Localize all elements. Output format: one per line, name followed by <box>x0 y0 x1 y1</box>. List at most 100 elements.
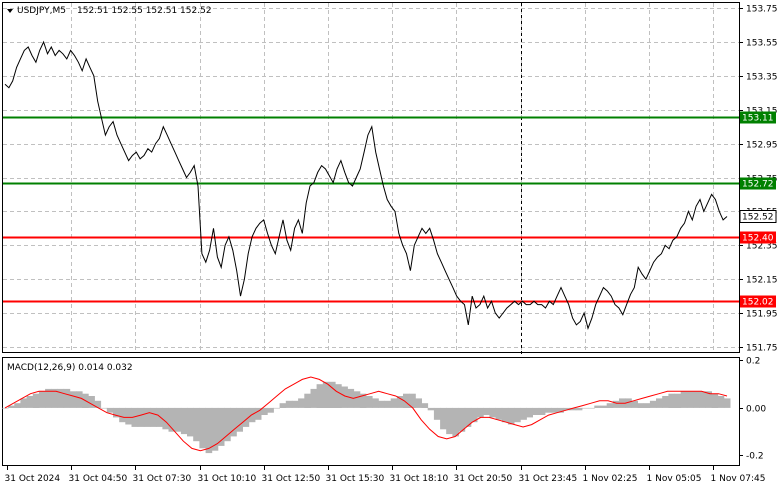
macd-histogram-bar <box>193 407 200 442</box>
macd-histogram-bar <box>631 400 638 408</box>
macd-histogram-bar <box>199 407 206 449</box>
level-tag-label: 152.02 <box>742 298 774 308</box>
macd-histogram-bar <box>162 407 169 430</box>
macd-histogram-bar <box>329 381 336 408</box>
macd-histogram-bar <box>637 403 645 408</box>
macd-histogram-bar <box>563 407 571 411</box>
macd-histogram-bar <box>254 407 262 420</box>
macd-histogram-bar <box>347 388 355 408</box>
macd-histogram-bar <box>421 403 429 408</box>
macd-histogram-bar <box>514 407 521 423</box>
macd-histogram-bar <box>180 407 188 435</box>
macd-histogram-bar <box>723 398 731 408</box>
macd-histogram-bar <box>507 407 515 425</box>
macd-histogram-bar <box>588 407 595 409</box>
macd-histogram-bar <box>643 403 651 408</box>
level-tag-bg <box>740 177 776 190</box>
level-tag-label: 153.11 <box>742 114 774 124</box>
macd-histogram-bar <box>366 396 373 408</box>
price-line <box>4 40 728 330</box>
macd-tick-label: 0.2 <box>746 357 760 367</box>
macd-histogram-bar <box>582 407 589 409</box>
level-tag-label: 152.40 <box>742 234 774 244</box>
macd-histogram-bar <box>575 407 583 411</box>
time-tick-label: 31 Oct 23:45 <box>519 474 578 484</box>
price-grid <box>3 8 739 348</box>
level-tag-bg <box>740 111 776 124</box>
macd-histogram-bar <box>143 407 151 427</box>
macd-histogram-bar <box>477 407 484 418</box>
macd-histogram-bar <box>304 393 311 408</box>
level-tags: 153.11 152.72 152.40 152.02 <box>740 111 776 308</box>
triangle-down-icon[interactable] <box>7 9 13 13</box>
macd-histogram-bar <box>119 407 126 423</box>
macd-histogram-bar <box>106 407 114 413</box>
macd-histogram-bar <box>14 403 21 408</box>
price-panel[interactable] <box>2 2 740 353</box>
macd-histogram-bar <box>674 393 682 408</box>
macd-histogram-bar <box>446 407 453 435</box>
macd-histogram-bar <box>322 381 330 408</box>
macd-tick-label: 0.00 <box>746 405 766 415</box>
price-tick-label: 151.75 <box>746 344 778 354</box>
macd-signal-line <box>4 376 728 452</box>
chart-header: USDJPY,M5 152.51 152.55 152.51 152.52 <box>7 6 212 16</box>
time-tick-label: 31 Oct 04:50 <box>69 474 128 484</box>
symbol-label: USDJPY,M5 <box>17 6 66 16</box>
level-tag-bg <box>740 295 776 308</box>
macd-histogram-bar <box>390 398 398 408</box>
macd-axis: 0.2 0.00 -0.2 <box>739 357 766 462</box>
macd-histogram-bar <box>76 391 83 408</box>
macd-histogram-bar <box>285 400 293 408</box>
macd-histogram-bar <box>51 388 58 408</box>
macd-histogram-bar <box>236 407 243 432</box>
macd-histogram-bar <box>427 407 435 411</box>
time-tick-label: 31 Oct 07:30 <box>133 474 192 484</box>
time-tick-label: 31 Oct 15:30 <box>326 474 385 484</box>
time-tick-label: 31 Oct 2024 <box>5 474 61 484</box>
time-tick-label: 1 Nov 07:45 <box>711 474 766 484</box>
macd-histogram-bar <box>267 407 274 413</box>
macd-histogram-bar <box>489 407 496 418</box>
macd-histogram-bar <box>551 407 558 413</box>
price-tick-label: 151.95 <box>746 310 778 320</box>
macd-histogram-bar <box>606 403 614 408</box>
macd-histogram-bar <box>612 400 620 408</box>
macd-histogram-bar <box>63 388 71 408</box>
macd-histogram-bar <box>415 398 422 408</box>
macd-histogram-bar <box>384 400 392 408</box>
macd-histogram-bar <box>298 398 305 408</box>
macd-histogram-bar <box>649 400 657 408</box>
macd-histogram-bar <box>205 407 213 454</box>
macd-histogram-bar <box>174 407 182 432</box>
time-tick-label: 31 Oct 10:10 <box>198 474 257 484</box>
macd-histogram-bar <box>717 396 725 408</box>
price-tick-label: 152.15 <box>746 276 778 286</box>
macd-histogram-bar <box>372 398 379 408</box>
macd-tick-label: -0.2 <box>746 452 764 462</box>
macd-histogram-bar <box>353 391 361 408</box>
macd-histogram-bar <box>452 407 459 437</box>
macd-histogram-bar <box>32 393 40 408</box>
time-tick-label: 31 Oct 18:10 <box>390 474 449 484</box>
macd-histogram-bar <box>705 391 712 408</box>
current-price-bg <box>739 210 777 223</box>
time-tick-label: 1 Nov 02:25 <box>583 474 638 484</box>
macd-histogram-bar <box>168 407 176 432</box>
time-tick-label: 31 Oct 12:50 <box>262 474 321 484</box>
macd-histogram-bar <box>686 391 694 408</box>
macd-histogram-bar <box>57 388 65 408</box>
price-tick-label: 153.75 <box>746 5 778 15</box>
macd-histogram-bar <box>125 407 132 425</box>
macd-histogram-bar <box>433 407 441 420</box>
macd-histogram-bar <box>409 393 416 408</box>
macd-histogram-bar <box>532 407 540 415</box>
macd-histogram-bar <box>291 400 299 408</box>
macd-histogram-bar <box>625 398 632 408</box>
macd-histogram-bar <box>316 384 324 408</box>
macd-histogram-bar <box>470 407 478 423</box>
macd-histogram-bar <box>20 398 27 408</box>
time-axis: 31 Oct 2024 31 Oct 04:50 31 Oct 07:30 31 Oc… <box>5 466 766 484</box>
macd-histogram-bar <box>273 407 280 409</box>
